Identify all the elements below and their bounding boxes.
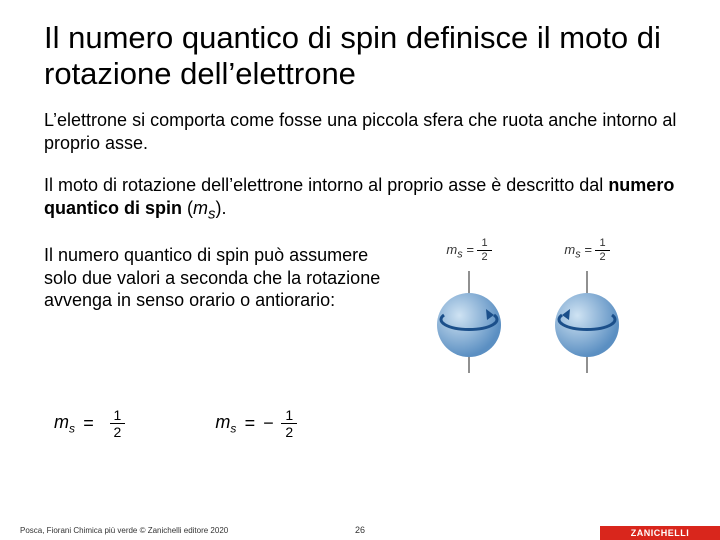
spin-ccw: ms = 12 (424, 238, 514, 382)
equation-1: ms = 1 2 (54, 408, 125, 439)
equations: ms = 1 2 ms = − 1 2 (44, 408, 680, 439)
paragraph-3: Il numero quantico di spin può assumere … (44, 244, 404, 312)
sphere-cw-icon (542, 267, 632, 377)
para2-close: ). (216, 198, 227, 218)
eq2-den: 2 (285, 424, 293, 439)
eq2-num: 1 (281, 408, 297, 424)
para2-var: m (193, 198, 208, 218)
para2-post: ( (182, 198, 193, 218)
eq1-var: m (54, 412, 69, 432)
equation-2: ms = − 1 2 (215, 408, 297, 439)
eq1-sub: s (69, 421, 75, 435)
paragraph-2: Il moto di rotazione dell’elettrone into… (44, 174, 680, 224)
footer-credit: Posca, Fiorani Chimica più verde © Zanic… (0, 526, 228, 535)
spin-cw-label: ms = 12 (542, 238, 632, 263)
spin-figure: ms = 12 ms = 12 (424, 238, 632, 382)
eq2-var: m (215, 412, 230, 432)
eq1-num: 1 (110, 408, 126, 424)
paragraph-1: L’elettrone si comporta come fosse una p… (44, 109, 680, 154)
eq2-sign: − (263, 413, 274, 434)
sphere-ccw-icon (424, 267, 514, 377)
footer: Posca, Fiorani Chimica più verde © Zanic… (0, 520, 720, 540)
para2-pre: Il moto di rotazione dell’elettrone into… (44, 175, 608, 195)
eq1-den: 2 (114, 424, 122, 439)
footer-page-number: 26 (355, 525, 365, 535)
eq2-sub: s (230, 421, 236, 435)
footer-brand: ZANICHELLI (600, 526, 720, 540)
content-row: Il numero quantico di spin può assumere … (44, 244, 680, 382)
spin-ccw-label: ms = 12 (424, 238, 514, 263)
spin-cw: ms = 12 (542, 238, 632, 382)
slide-title: Il numero quantico di spin definisce il … (44, 20, 680, 91)
para2-sub: s (208, 205, 216, 222)
